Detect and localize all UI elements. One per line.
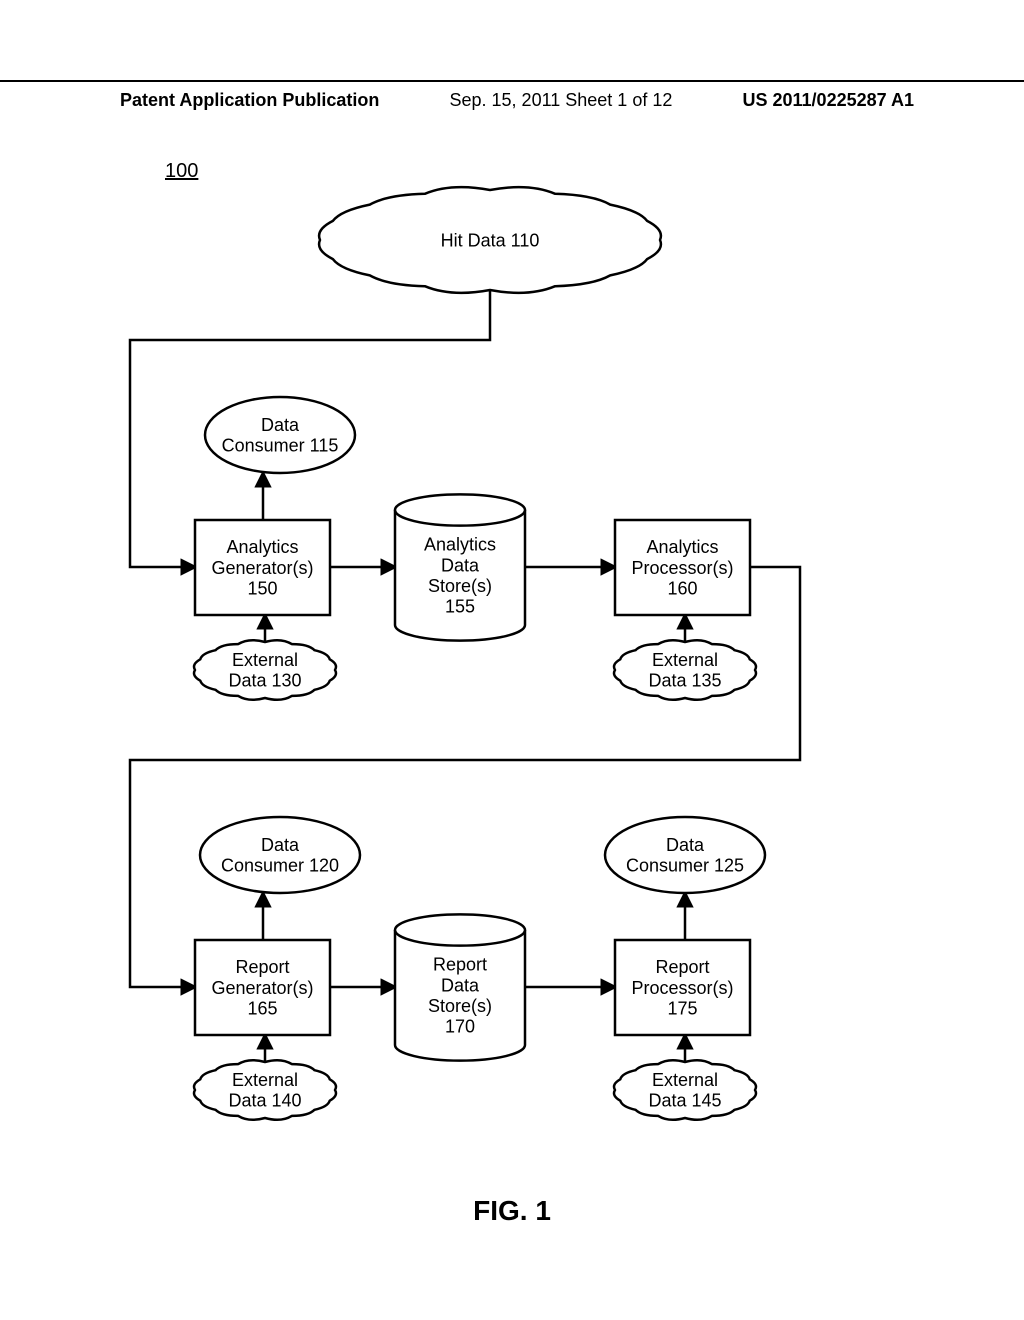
svg-text:170: 170 — [445, 1017, 475, 1037]
svg-text:Analytics: Analytics — [646, 537, 718, 557]
svg-text:External: External — [652, 1070, 718, 1090]
svg-text:Data 145: Data 145 — [648, 1091, 721, 1111]
svg-text:Data: Data — [261, 415, 300, 435]
svg-text:Data 140: Data 140 — [228, 1091, 301, 1111]
page: Patent Application Publication Sep. 15, … — [0, 0, 1024, 1320]
svg-text:Data: Data — [261, 835, 300, 855]
svg-text:External: External — [652, 650, 718, 670]
figure-caption: FIG. 1 — [0, 1195, 1024, 1227]
svg-text:Data: Data — [441, 555, 480, 575]
svg-text:Data 130: Data 130 — [228, 671, 301, 691]
svg-text:175: 175 — [667, 999, 697, 1019]
svg-text:Hit Data 110: Hit Data 110 — [441, 230, 540, 250]
svg-text:Store(s): Store(s) — [428, 996, 492, 1016]
svg-text:Generator(s): Generator(s) — [211, 558, 313, 578]
svg-text:Report: Report — [655, 957, 709, 977]
svg-text:160: 160 — [667, 579, 697, 599]
svg-text:Analytics: Analytics — [424, 535, 496, 555]
svg-text:External: External — [232, 650, 298, 670]
svg-text:External: External — [232, 1070, 298, 1090]
svg-text:Data: Data — [441, 975, 480, 995]
svg-text:Analytics: Analytics — [226, 537, 298, 557]
svg-text:Data: Data — [666, 835, 705, 855]
header-publication: Patent Application Publication — [120, 90, 379, 111]
svg-text:155: 155 — [445, 597, 475, 617]
svg-text:Store(s): Store(s) — [428, 576, 492, 596]
svg-text:Processor(s): Processor(s) — [631, 558, 733, 578]
patent-header: Patent Application Publication Sep. 15, … — [0, 80, 1024, 111]
svg-text:Consumer 120: Consumer 120 — [221, 856, 339, 876]
svg-text:165: 165 — [247, 999, 277, 1019]
svg-text:Report: Report — [433, 955, 487, 975]
svg-text:Processor(s): Processor(s) — [631, 978, 733, 998]
header-patent-number: US 2011/0225287 A1 — [743, 90, 914, 111]
header-date-sheet: Sep. 15, 2011 Sheet 1 of 12 — [450, 90, 673, 111]
flowchart-diagram: Hit Data 110DataConsumer 115AnalyticsGen… — [100, 160, 920, 1180]
svg-text:Generator(s): Generator(s) — [211, 978, 313, 998]
svg-text:Consumer 125: Consumer 125 — [626, 856, 744, 876]
svg-text:150: 150 — [247, 579, 277, 599]
svg-text:Report: Report — [235, 957, 289, 977]
svg-text:Consumer 115: Consumer 115 — [222, 436, 339, 456]
svg-text:Data 135: Data 135 — [648, 671, 721, 691]
